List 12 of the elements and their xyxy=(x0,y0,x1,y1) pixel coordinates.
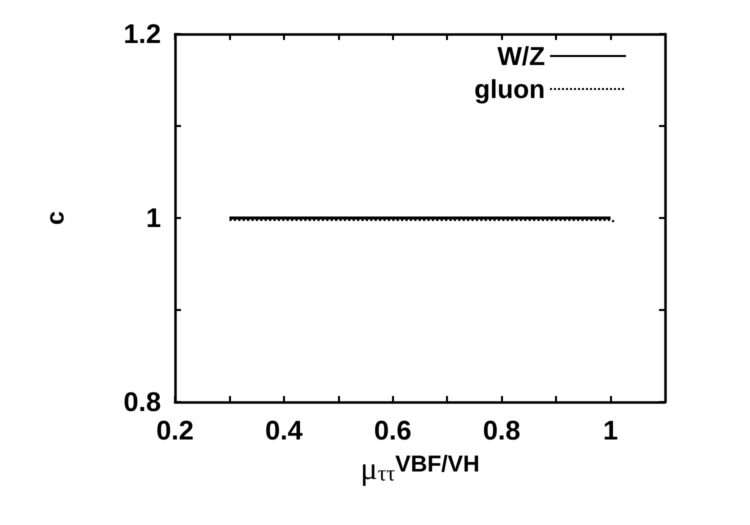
y-tick-label: 1 xyxy=(146,203,161,233)
x-tick-label: 0.6 xyxy=(374,416,412,446)
legend-label: W/Z xyxy=(497,41,546,71)
x-axis-title: μττVBF/VH xyxy=(360,450,480,486)
x-tick-label: 0.4 xyxy=(265,416,303,446)
x-tick-label: 0.8 xyxy=(482,416,520,446)
y-tick-label: 0.8 xyxy=(123,387,161,417)
legend-label: gluon xyxy=(474,74,545,104)
x-tick-label: 1 xyxy=(603,416,618,446)
y-axis-title: c xyxy=(42,210,70,225)
x-tick-label: 0.2 xyxy=(156,416,194,446)
y-tick-label: 1.2 xyxy=(123,19,161,49)
